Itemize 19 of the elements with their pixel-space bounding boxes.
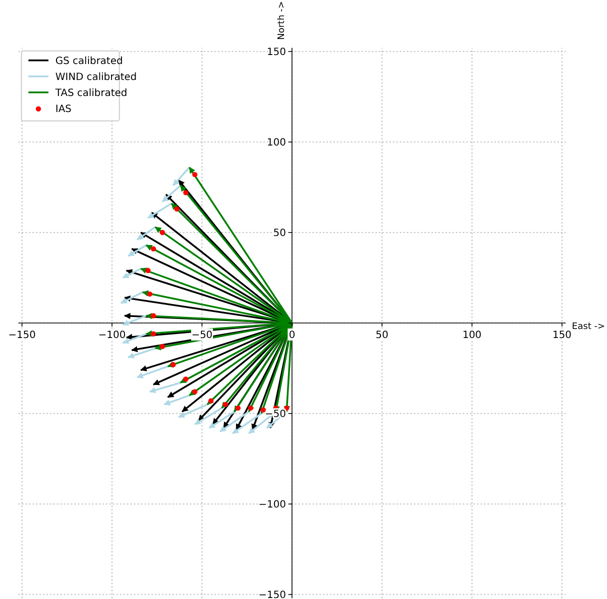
x-tick-label: 100 [462,330,482,341]
x-tick-label: 0 [288,330,296,341]
y-tick-label: 100 [266,138,286,148]
x-tick-label: −50 [191,330,213,341]
x-axis-title: East -> [572,322,605,332]
x-tick-label: 150 [552,330,572,341]
x-tick-label: −100 [98,330,126,341]
y-tick-label: 50 [273,228,286,239]
y-tick-label: 150 [266,47,286,58]
y-axis-title: North -> [277,1,287,40]
y-tick-label: −50 [264,409,286,420]
legend-label: IAS [55,104,72,115]
y-tick-label: −150 [258,590,286,599]
legend-label: GS calibrated [55,56,123,67]
legend-label: TAS calibrated [54,88,128,99]
x-tick-label: 50 [376,330,388,341]
x-tick-label: −150 [8,330,36,341]
legend-label: WIND calibrated [55,72,137,83]
y-tick-label: −100 [258,500,286,510]
